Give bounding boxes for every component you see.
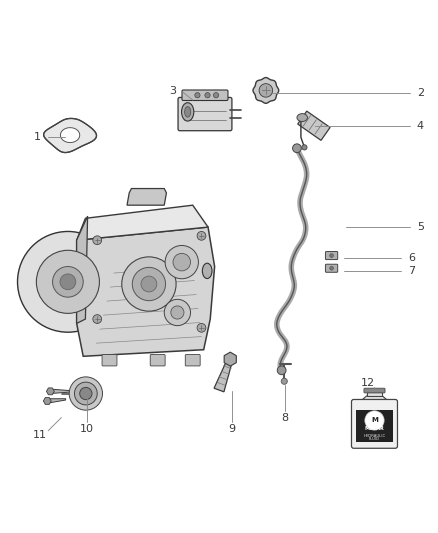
FancyBboxPatch shape <box>102 354 117 366</box>
Circle shape <box>293 144 301 152</box>
FancyBboxPatch shape <box>178 98 232 131</box>
Text: HYDRAULIC: HYDRAULIC <box>364 434 385 438</box>
FancyBboxPatch shape <box>185 354 200 366</box>
Polygon shape <box>44 118 96 152</box>
Circle shape <box>330 254 333 257</box>
Circle shape <box>213 93 219 98</box>
Text: 6: 6 <box>408 253 415 263</box>
Polygon shape <box>214 358 233 392</box>
Circle shape <box>302 145 307 150</box>
Text: 11: 11 <box>32 430 46 440</box>
Polygon shape <box>60 128 80 142</box>
Text: M: M <box>371 417 378 423</box>
FancyBboxPatch shape <box>182 90 228 101</box>
Text: 4: 4 <box>417 122 424 131</box>
Text: FLUID: FLUID <box>369 437 380 441</box>
Text: 10: 10 <box>80 424 94 433</box>
Polygon shape <box>43 398 51 405</box>
Text: 8: 8 <box>281 413 288 423</box>
Circle shape <box>197 324 206 332</box>
Circle shape <box>18 231 118 332</box>
Text: MOPAR: MOPAR <box>364 426 385 432</box>
Bar <box>356 410 393 441</box>
Circle shape <box>132 268 166 301</box>
Text: 3: 3 <box>170 86 177 96</box>
Circle shape <box>93 314 102 324</box>
Ellipse shape <box>202 263 212 279</box>
Circle shape <box>60 274 76 290</box>
Ellipse shape <box>297 114 307 122</box>
Text: 7: 7 <box>408 266 415 276</box>
Circle shape <box>36 251 99 313</box>
Circle shape <box>93 236 102 245</box>
Ellipse shape <box>185 107 191 117</box>
Polygon shape <box>224 352 237 366</box>
FancyBboxPatch shape <box>325 252 338 260</box>
Bar <box>367 392 382 396</box>
FancyBboxPatch shape <box>364 388 385 393</box>
Circle shape <box>122 257 176 311</box>
Polygon shape <box>47 399 66 403</box>
Circle shape <box>164 300 191 326</box>
Circle shape <box>330 266 333 270</box>
Text: 1: 1 <box>34 132 41 142</box>
Circle shape <box>195 93 200 98</box>
FancyBboxPatch shape <box>325 264 338 272</box>
Circle shape <box>277 366 286 375</box>
Circle shape <box>141 276 157 292</box>
Polygon shape <box>77 227 215 356</box>
Polygon shape <box>253 77 279 103</box>
Circle shape <box>365 411 384 430</box>
Ellipse shape <box>182 103 194 121</box>
FancyBboxPatch shape <box>150 354 165 366</box>
Polygon shape <box>50 389 71 393</box>
Polygon shape <box>77 205 208 240</box>
Circle shape <box>69 377 102 410</box>
Circle shape <box>197 231 206 240</box>
Text: 2: 2 <box>417 88 424 99</box>
Polygon shape <box>259 84 272 97</box>
Circle shape <box>74 382 97 405</box>
Polygon shape <box>298 111 330 140</box>
FancyBboxPatch shape <box>351 399 398 448</box>
Circle shape <box>173 253 191 271</box>
Text: 5: 5 <box>417 222 424 232</box>
Circle shape <box>165 246 198 279</box>
Text: 12: 12 <box>361 377 375 387</box>
Polygon shape <box>77 216 88 324</box>
Circle shape <box>53 266 83 297</box>
Circle shape <box>80 387 92 400</box>
Circle shape <box>205 93 210 98</box>
Polygon shape <box>127 189 166 205</box>
Text: 9: 9 <box>229 424 236 433</box>
Polygon shape <box>46 388 54 395</box>
Circle shape <box>281 378 287 384</box>
Polygon shape <box>354 396 395 402</box>
Circle shape <box>171 306 184 319</box>
